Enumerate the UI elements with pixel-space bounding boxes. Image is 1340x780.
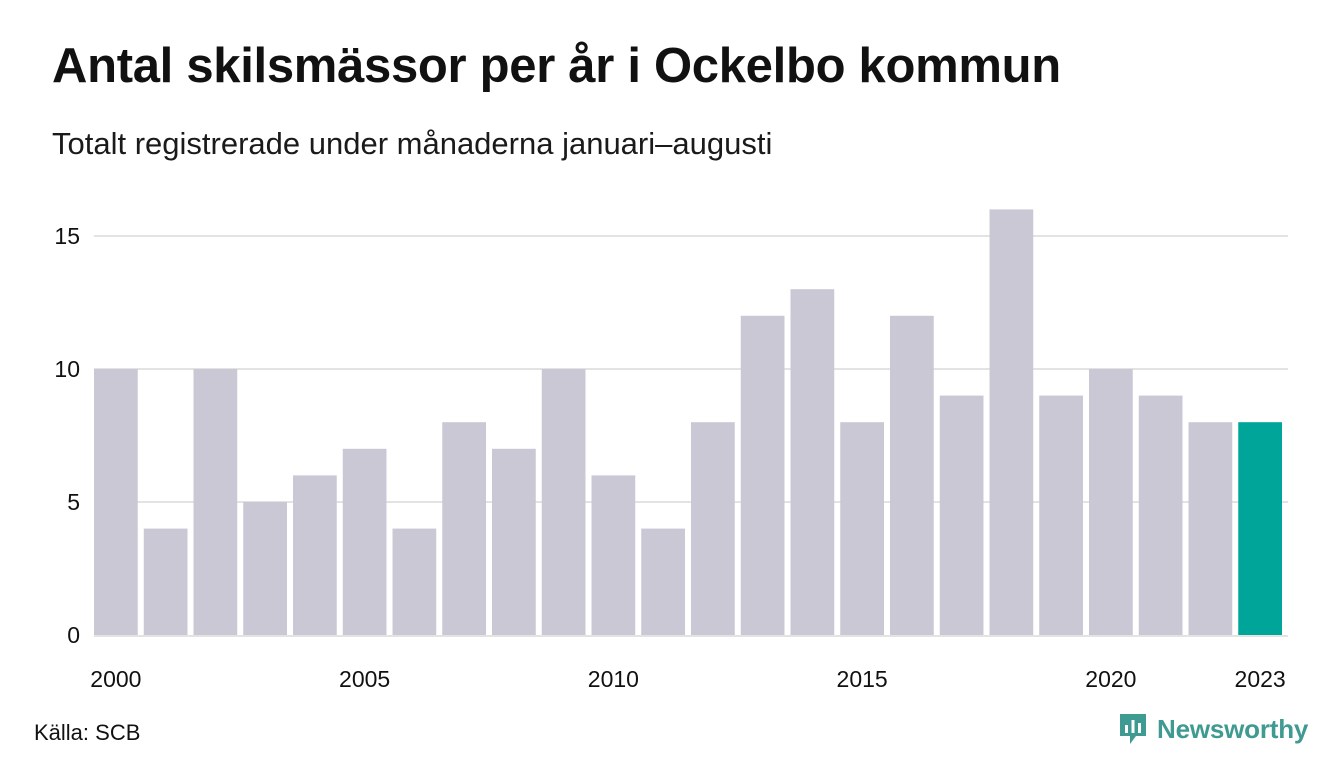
bar-2008: [492, 448, 536, 635]
y-tick-label: 5: [67, 489, 80, 515]
brand-logo-group: Newsworthy: [1118, 712, 1308, 746]
bar-2020: [1089, 369, 1133, 635]
newsworthy-logo-icon: [1120, 714, 1146, 744]
bar-2023: [1238, 422, 1282, 635]
chart-subtitle: Totalt registrerade under månaderna janu…: [52, 126, 773, 161]
x-tick-label: 2020: [1085, 666, 1136, 692]
bar-2014: [790, 289, 835, 635]
bar-2021: [1138, 395, 1183, 635]
bar-2002: [193, 369, 238, 635]
bar-2013: [740, 315, 785, 635]
bar-2012: [691, 422, 735, 635]
chart-title: Antal skilsmässor per år i Ockelbo kommu…: [52, 39, 1061, 93]
bar-2005: [342, 448, 387, 635]
brand-name: Newsworthy: [1157, 713, 1309, 744]
y-tick-label: 15: [54, 223, 80, 249]
bar-2000: [94, 369, 138, 635]
bar-2009: [541, 369, 586, 635]
bar-2019: [1039, 395, 1083, 635]
bar-2001: [143, 528, 188, 635]
source-note: Källa: SCB: [34, 720, 141, 745]
bar-2006: [392, 528, 437, 635]
bars: [94, 209, 1282, 635]
x-axis-ticks: 2000 2005 2010 2015 2020 2023: [90, 666, 1285, 692]
bar-2003: [243, 502, 287, 635]
bar-2010: [591, 475, 636, 635]
y-tick-label: 0: [67, 622, 80, 648]
x-tick-label: 2023: [1235, 666, 1286, 692]
bar-2016: [890, 315, 934, 635]
x-tick-label: 2015: [837, 666, 888, 692]
bar-2018: [989, 209, 1034, 635]
y-tick-label: 10: [54, 356, 80, 382]
bar-2015: [840, 422, 884, 635]
bar-2007: [442, 422, 486, 635]
x-tick-label: 2010: [588, 666, 639, 692]
y-axis-ticks: 0 5 10 15: [54, 223, 80, 648]
x-tick-label: 2000: [90, 666, 141, 692]
bar-2022: [1188, 422, 1233, 635]
bar-2017: [939, 395, 984, 635]
bar-2004: [293, 475, 337, 635]
bar-2011: [641, 528, 685, 635]
x-tick-label: 2005: [339, 666, 390, 692]
